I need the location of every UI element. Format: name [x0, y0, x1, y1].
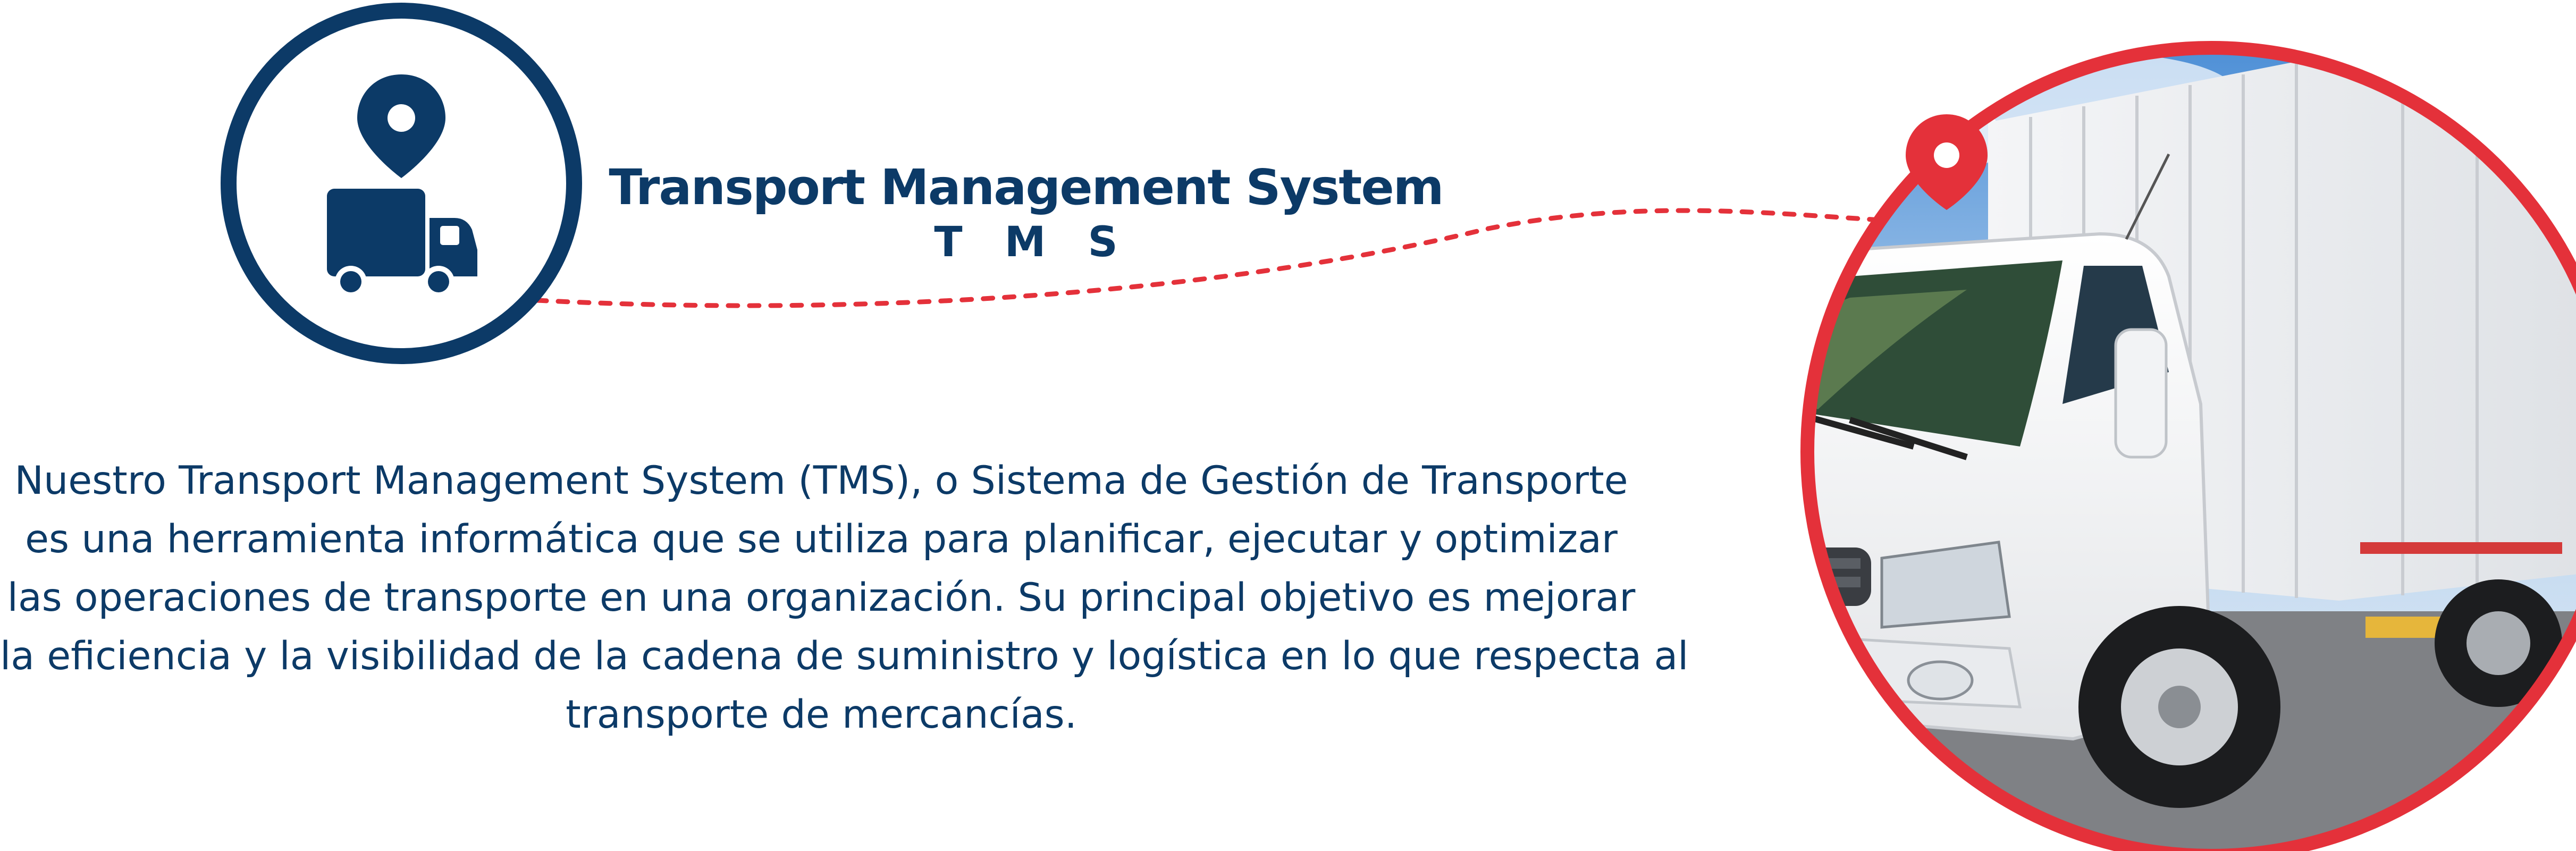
map-pin-icon [1906, 114, 1988, 210]
description-line: Nuestro Transport Management System (TMS… [14, 458, 1628, 503]
page-acronym: T M S [934, 218, 1132, 266]
description-paragraph: Nuestro Transport Management System (TMS… [0, 452, 1689, 744]
page-title: Transport Management System [609, 159, 1444, 216]
heading: Transport Management System T M S [601, 159, 1451, 269]
truck-photo [1800, 41, 2576, 851]
route-dotted-line [534, 208, 1969, 308]
description-line: las operaciones de transporte en una org… [7, 575, 1636, 620]
truck-location-icon [221, 3, 582, 364]
description-line: la eficiencia y la visibilidad de la cad… [0, 634, 1689, 679]
description-line: transporte de mercancías. [566, 692, 1077, 737]
description-line: es una herramienta informática que se ut… [25, 517, 1618, 562]
